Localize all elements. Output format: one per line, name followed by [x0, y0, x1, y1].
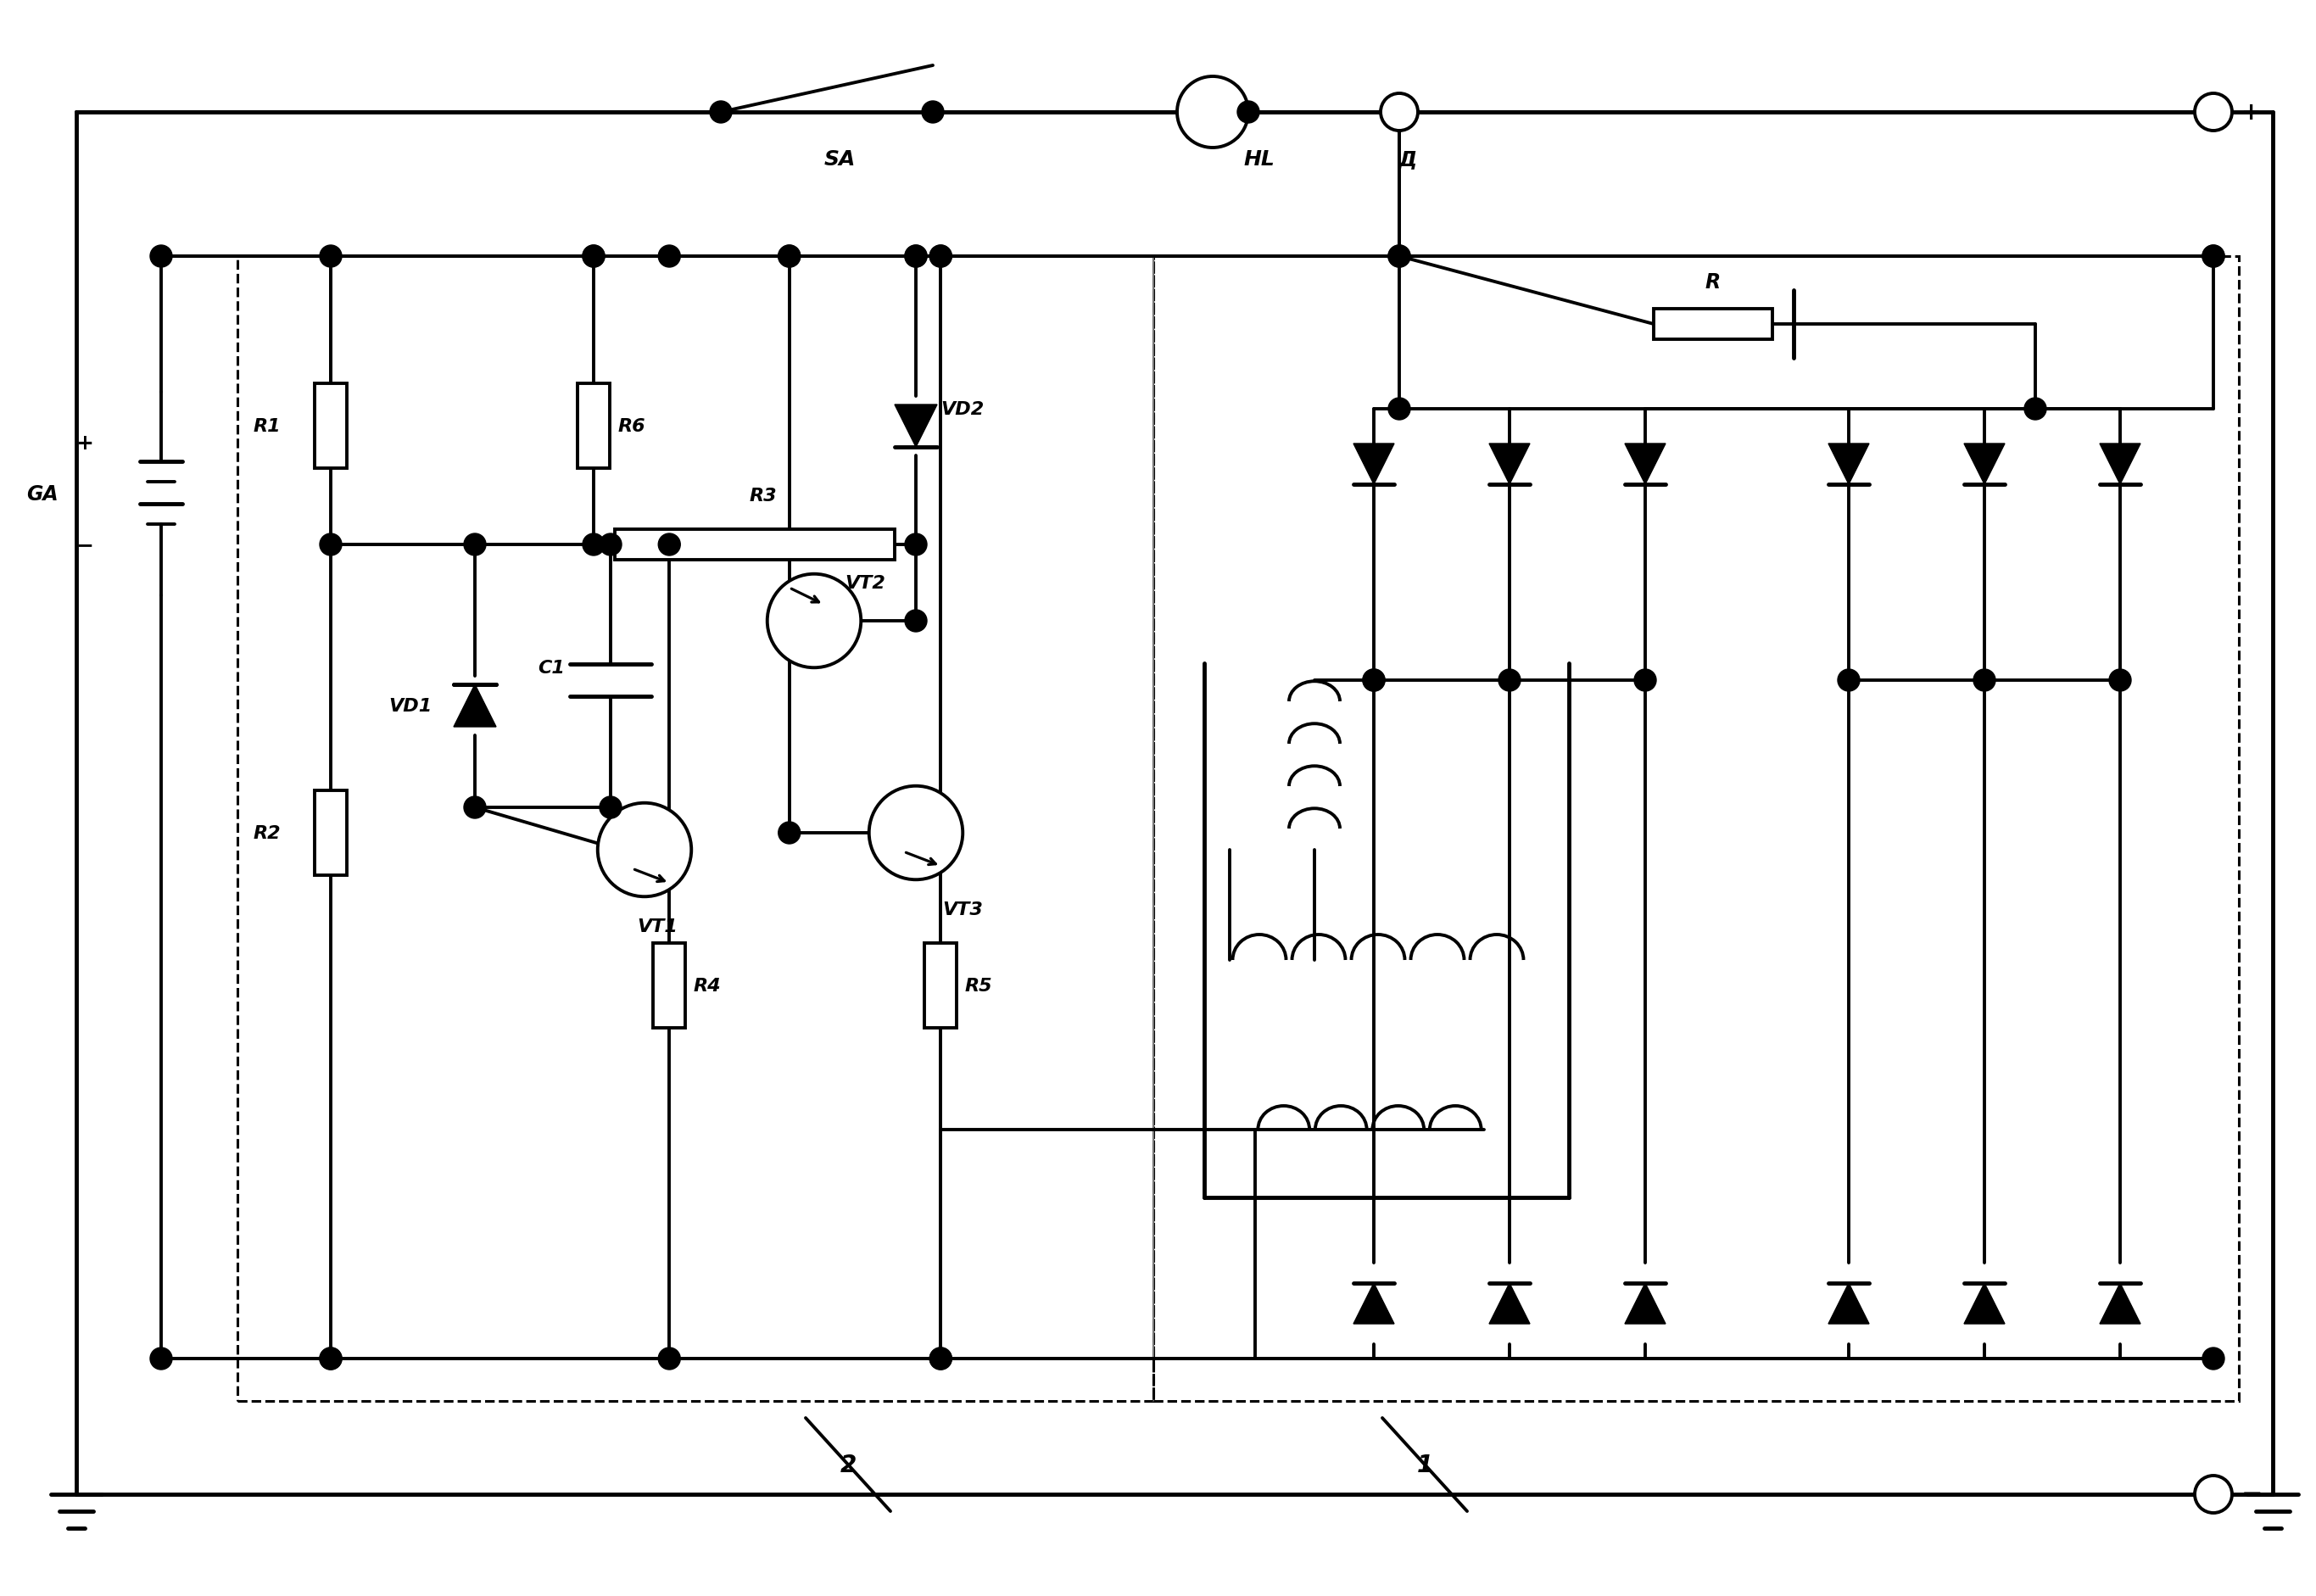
Circle shape [778, 246, 801, 268]
Polygon shape [1827, 444, 1869, 485]
Text: +: + [2242, 101, 2260, 124]
Circle shape [906, 610, 926, 632]
Circle shape [658, 246, 681, 268]
Text: 1: 1 [1417, 1452, 1434, 1476]
Bar [1153, 257, 2240, 1401]
Circle shape [1362, 670, 1385, 691]
Polygon shape [1489, 1283, 1531, 1325]
Text: +: + [76, 433, 93, 453]
Circle shape [2024, 399, 2047, 420]
Text: VT2: VT2 [845, 575, 885, 592]
Polygon shape [454, 685, 496, 728]
Text: R1: R1 [252, 418, 280, 434]
Circle shape [868, 787, 963, 879]
Circle shape [320, 1347, 343, 1369]
Circle shape [1177, 77, 1248, 148]
Polygon shape [1626, 444, 1665, 485]
Circle shape [658, 1347, 681, 1369]
Circle shape [929, 1347, 952, 1369]
Bar [653, 943, 686, 1028]
Polygon shape [1353, 444, 1394, 485]
Circle shape [600, 535, 621, 555]
Circle shape [600, 796, 621, 819]
Circle shape [151, 1347, 171, 1369]
Bar [1654, 310, 1772, 340]
Bar [315, 385, 347, 469]
Text: HL: HL [1244, 148, 1274, 169]
Text: 2: 2 [841, 1452, 857, 1476]
Text: R: R [1705, 271, 1721, 292]
Bar [577, 385, 609, 469]
Circle shape [1498, 670, 1522, 691]
Text: −: − [76, 535, 93, 555]
Circle shape [1387, 246, 1410, 268]
Circle shape [906, 246, 926, 268]
Text: VT1: VT1 [637, 918, 679, 935]
Polygon shape [2101, 1283, 2140, 1325]
Circle shape [658, 535, 681, 555]
Circle shape [584, 535, 604, 555]
Circle shape [906, 535, 926, 555]
Circle shape [1387, 246, 1410, 268]
Circle shape [1387, 399, 1410, 420]
Bar [924, 943, 957, 1028]
Bar [315, 790, 347, 876]
Polygon shape [894, 405, 938, 447]
Circle shape [2110, 670, 2131, 691]
Circle shape [929, 246, 952, 268]
Circle shape [2203, 1347, 2223, 1369]
Circle shape [1237, 102, 1260, 124]
Circle shape [1362, 670, 1385, 691]
Circle shape [320, 246, 343, 268]
Circle shape [463, 796, 486, 819]
Circle shape [2203, 246, 2223, 268]
Circle shape [922, 102, 945, 124]
Circle shape [2203, 246, 2223, 268]
Circle shape [929, 1347, 952, 1369]
Circle shape [320, 535, 343, 555]
Circle shape [598, 803, 692, 897]
Text: Д: Д [1399, 148, 1417, 169]
Circle shape [767, 575, 862, 669]
Text: R3: R3 [750, 487, 778, 504]
Text: VD1: VD1 [389, 697, 433, 715]
Text: GA: GA [25, 484, 58, 504]
Polygon shape [1489, 444, 1531, 485]
Circle shape [929, 246, 952, 268]
Text: VD2: VD2 [940, 401, 984, 418]
Circle shape [584, 246, 604, 268]
Circle shape [320, 1347, 343, 1369]
Text: VT3: VT3 [943, 902, 982, 918]
Polygon shape [1353, 1283, 1394, 1325]
Text: R2: R2 [252, 825, 280, 841]
Circle shape [906, 246, 926, 268]
Text: C1: C1 [537, 659, 565, 677]
Circle shape [1635, 670, 1656, 691]
Polygon shape [1964, 444, 2006, 485]
Text: R6: R6 [618, 418, 646, 434]
Polygon shape [1827, 1283, 1869, 1325]
Text: SA: SA [824, 148, 855, 169]
Polygon shape [1964, 1283, 2006, 1325]
Polygon shape [2101, 444, 2140, 485]
Circle shape [2196, 94, 2233, 131]
Circle shape [1973, 670, 1996, 691]
Polygon shape [1626, 1283, 1665, 1325]
Text: R5: R5 [966, 977, 994, 994]
Circle shape [709, 102, 732, 124]
Text: −: − [2242, 1483, 2263, 1507]
Circle shape [2196, 1476, 2233, 1513]
Circle shape [584, 246, 604, 268]
Circle shape [778, 246, 801, 268]
Bar [239, 257, 1153, 1401]
Circle shape [1837, 670, 1860, 691]
Circle shape [463, 535, 486, 555]
Text: R4: R4 [695, 977, 720, 994]
Circle shape [151, 246, 171, 268]
Circle shape [1380, 94, 1417, 131]
Circle shape [778, 822, 801, 844]
Bar [614, 530, 894, 560]
